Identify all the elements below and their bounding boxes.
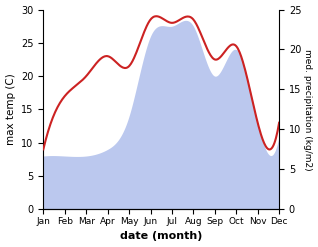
Y-axis label: max temp (C): max temp (C) <box>5 74 16 145</box>
Y-axis label: med. precipitation (kg/m2): med. precipitation (kg/m2) <box>303 49 313 170</box>
X-axis label: date (month): date (month) <box>120 231 203 242</box>
